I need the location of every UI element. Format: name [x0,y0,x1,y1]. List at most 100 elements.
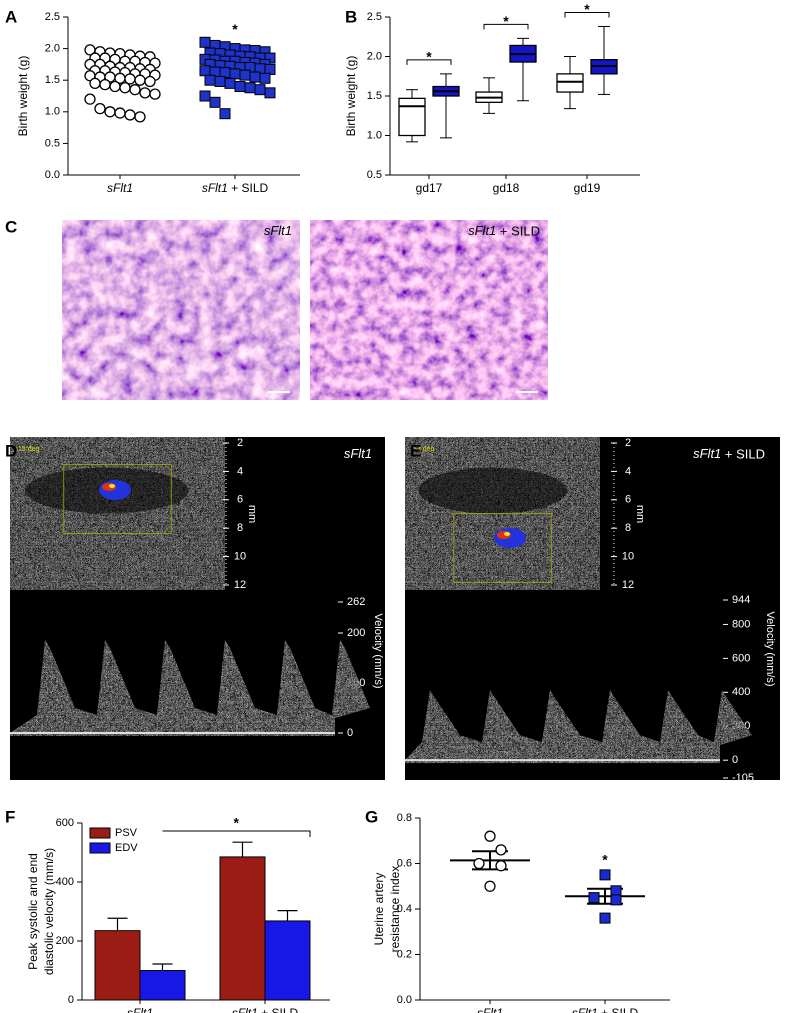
x-tick-label: sFlt1 + SILD [202,181,269,195]
data-point [244,82,256,94]
box [398,97,426,137]
y-tick-label: 0.8 [397,812,412,824]
y-tick-label: 1.0 [45,106,60,118]
y-tick-label: 0.5 [367,169,382,181]
data-point [199,36,211,48]
depth-tick-label: 12 [622,579,634,591]
doppler-blob [99,480,131,500]
x-tick-label: gd18 [493,181,520,195]
doppler-spectrum [10,640,370,736]
image-label: sFlt1 + SILD [693,446,765,461]
data-point [119,82,131,94]
data-point [89,77,101,90]
data-point [94,102,106,115]
data-point [84,93,96,105]
data-point [129,84,141,96]
color-box [453,513,552,583]
data-point [134,111,146,123]
y-axis-label: diastolic velocity (mm/s) [42,848,56,975]
data-point [219,108,231,120]
bar [139,970,186,1001]
data-point [209,96,221,108]
y-tick-label: 1.5 [367,90,382,102]
data-point [234,81,246,93]
legend-label: PSV [115,827,138,839]
data-point [114,107,126,119]
y-axis-label: Birth weight (g) [16,56,30,137]
image-label: sFlt1 [264,223,292,238]
y-tick-label: 1.5 [45,74,60,86]
x-tick-label: sFlt1 + SILD [232,1006,299,1013]
doppler-blob [494,528,526,548]
data-point [134,74,146,86]
depth-tick-label: 10 [622,551,634,563]
x-tick-label: sFlt1 [107,181,133,195]
data-point [149,88,161,100]
x-tick-label: gd17 [416,181,443,195]
error-bar [232,841,253,857]
data-point [599,912,611,924]
data-point [610,894,622,906]
significance-label: * [232,21,238,37]
data-point [588,892,600,904]
depth-tick-label: 8 [625,522,631,534]
image-label: sFlt1 + SILD [468,223,540,238]
significance-label: * [234,815,240,831]
significance-label: * [503,13,509,29]
panel-letter: G [365,807,378,826]
x-tick-label: sFlt1 [127,1006,153,1013]
y-tick-label: 0.5 [45,137,60,149]
data-point [224,77,236,89]
panel-letter: F [5,807,15,826]
y-tick-label: 400 [56,876,74,888]
data-point [99,78,111,91]
histology-image [310,220,548,400]
data-point [610,885,622,897]
data-point [249,71,261,83]
depth-tick-label: 2 [625,437,631,449]
angle-label: 53 deg [413,446,435,453]
y-tick-label: 2.0 [45,43,60,55]
depth-tick-label: 12 [234,579,246,591]
depth-tick-label: 8 [237,522,243,534]
doppler-spectrum [405,690,752,764]
b-mode-image [10,437,225,590]
panel-letter: A [5,7,17,26]
velocity-tick-label: 400 [732,686,750,698]
panel-letter: D [5,441,17,460]
depth-axis-label: mm [634,505,646,523]
data-point [473,857,485,870]
error-bar [107,917,128,931]
data-point [229,68,241,80]
y-axis-label: resistance index [388,866,402,953]
depth-tick-label: 4 [237,465,243,477]
data-point [124,109,136,121]
data-point [495,844,507,856]
bar [264,920,311,1001]
significance-bracket [483,23,529,30]
image-label: sFlt1 [344,446,372,461]
y-tick-label: 0.2 [397,948,412,960]
data-point [144,75,156,88]
significance-bracket [162,830,311,837]
depth-axis-label: mm [246,505,258,523]
velocity-tick-label: 800 [732,618,750,630]
histology-image [62,220,300,400]
y-tick-label: 1.0 [367,129,382,141]
significance-label: * [584,1,590,17]
color-box [63,464,172,534]
legend-swatch [89,842,111,854]
histology: C sFlt1 sFlt1 + SILD [5,217,548,400]
data-point [495,860,507,872]
y-axis-label: Peak systolic and end [26,853,40,970]
data-point [484,830,496,842]
y-tick-label: 2.5 [45,11,60,23]
data-point [199,90,211,102]
y-axis-label: Uterine artery [372,873,386,946]
bar [94,930,141,1001]
panel-letter: C [5,217,17,236]
velocity-tick-label: 200 [347,627,365,639]
y-tick-label: 200 [56,935,74,947]
y-tick-label: 0.4 [397,903,412,915]
significance-label: * [426,49,432,65]
